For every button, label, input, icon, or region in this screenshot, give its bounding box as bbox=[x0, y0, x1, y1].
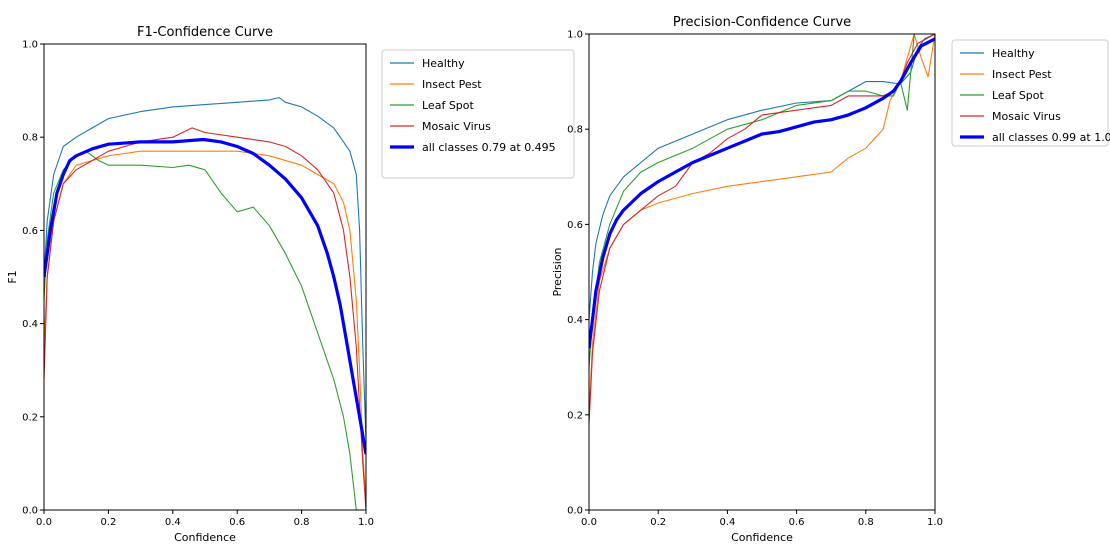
legend-label: Insect Pest bbox=[992, 68, 1052, 81]
y-tick-label: 0.6 bbox=[567, 220, 583, 231]
y-tick-label: 1.0 bbox=[567, 30, 583, 41]
legend-label: Healthy bbox=[992, 47, 1035, 60]
x-tick-label: 0.4 bbox=[719, 517, 735, 528]
x-tick-label: 0.4 bbox=[165, 517, 181, 528]
series-line-insect-pest bbox=[44, 150, 366, 501]
y-tick-label: 0.4 bbox=[567, 315, 583, 326]
legend-label: Leaf Spot bbox=[992, 89, 1045, 102]
y-tick-label: 0.4 bbox=[22, 319, 38, 330]
x-tick-label: 0.6 bbox=[229, 517, 245, 528]
chart-title: Precision-Confidence Curve bbox=[673, 15, 851, 30]
legend-box bbox=[951, 39, 1109, 147]
y-tick-label: 0.8 bbox=[22, 133, 38, 144]
x-tick-label: 0.8 bbox=[858, 517, 874, 528]
y-tick-label: 1.0 bbox=[22, 40, 38, 51]
series-group bbox=[589, 33, 935, 425]
series-line-mosaic-virus bbox=[44, 127, 366, 511]
plot-frame bbox=[43, 43, 367, 511]
legend-label: Mosaic Virus bbox=[992, 110, 1061, 123]
series-line-all-classes-0-99-at-1-000 bbox=[589, 37, 935, 349]
x-axis-label: Confidence bbox=[731, 531, 793, 544]
chart-title: F1-Confidence Curve bbox=[137, 25, 273, 40]
series-group bbox=[44, 97, 366, 511]
legend-box bbox=[381, 49, 575, 179]
precision-confidence-chart: Precision-Confidence Curve 0.0 0.2 0.4 0.6 0.… bbox=[551, 15, 1110, 544]
y-tick-label: 0.6 bbox=[22, 226, 38, 237]
x-tick-label: 0.8 bbox=[294, 517, 310, 528]
x-tick-label: 1.0 bbox=[927, 517, 943, 528]
plot-frame bbox=[588, 33, 936, 511]
x-tick-label: 0.2 bbox=[650, 517, 666, 528]
legend: Healthy Insect Pest Leaf Spot Mosaic Virus a… bbox=[381, 49, 575, 179]
y-tick-label: 0.2 bbox=[22, 412, 38, 423]
x-tick-label: 1.0 bbox=[358, 517, 374, 528]
series-line-mosaic-virus bbox=[589, 33, 935, 425]
series-line-leaf-spot bbox=[44, 150, 366, 511]
x-tick-label: 0.6 bbox=[789, 517, 805, 528]
legend: Healthy Insect Pest Leaf Spot Mosaic Virus a… bbox=[951, 39, 1110, 147]
series-line-insect-pest bbox=[589, 33, 935, 415]
y-axis-label: F1 bbox=[6, 270, 19, 283]
legend-label: Insect Pest bbox=[422, 78, 482, 91]
x-axis-label: Confidence bbox=[174, 531, 236, 544]
x-tick-label: 0.0 bbox=[581, 517, 597, 528]
legend-label: Healthy bbox=[422, 57, 465, 70]
y-tick-label: 0.2 bbox=[567, 410, 583, 421]
series-line-healthy bbox=[44, 97, 366, 441]
y-tick-label: 0.0 bbox=[567, 506, 583, 517]
legend-label: all classes 0.99 at 1.000 bbox=[992, 131, 1110, 144]
y-tick-label: 0.0 bbox=[22, 506, 38, 517]
series-line-all-classes-0-79-at-0-495 bbox=[44, 137, 366, 455]
x-tick-label: 0.2 bbox=[100, 517, 116, 528]
y-tick-label: 0.8 bbox=[567, 125, 583, 136]
series-line-leaf-spot bbox=[589, 33, 935, 368]
f1-confidence-chart: F1-Confidence Curve 0.0 0.2 0.4 0.6 0.8 1.0 0.0… bbox=[6, 25, 575, 544]
x-tick-label: 0.0 bbox=[36, 517, 52, 528]
y-axis-label: Precision bbox=[551, 247, 564, 296]
legend-label: Mosaic Virus bbox=[422, 120, 491, 133]
legend-label: Leaf Spot bbox=[422, 99, 475, 112]
series-line-healthy bbox=[589, 33, 935, 320]
legend-label: all classes 0.79 at 0.495 bbox=[422, 141, 556, 154]
